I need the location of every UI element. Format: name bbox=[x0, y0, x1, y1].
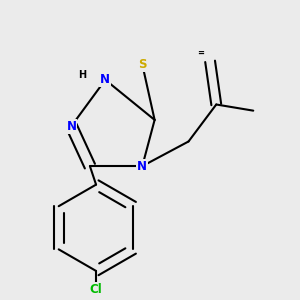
Text: Cl: Cl bbox=[90, 283, 102, 296]
Text: N: N bbox=[100, 73, 110, 86]
Text: N: N bbox=[66, 120, 76, 133]
Text: =: = bbox=[197, 49, 204, 58]
Text: S: S bbox=[138, 58, 146, 71]
Text: N: N bbox=[137, 160, 147, 172]
Text: H: H bbox=[78, 70, 86, 80]
